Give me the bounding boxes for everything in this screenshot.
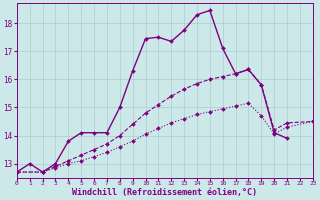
X-axis label: Windchill (Refroidissement éolien,°C): Windchill (Refroidissement éolien,°C) <box>72 188 257 197</box>
